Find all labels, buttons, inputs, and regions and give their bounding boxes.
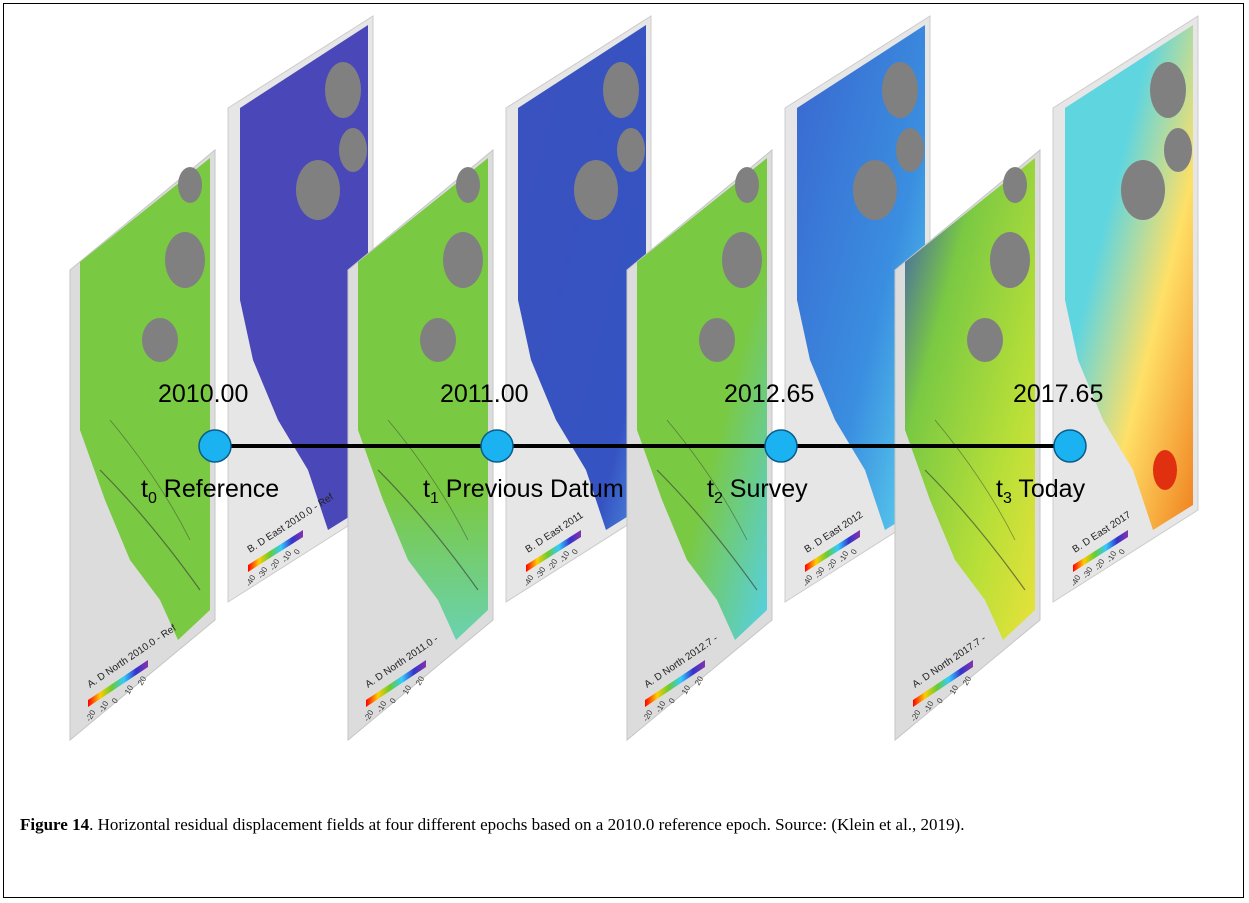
epoch-circle <box>764 429 798 463</box>
epoch-label: t3 Today <box>996 475 1086 507</box>
north-colorbar-tick: 0 <box>935 696 945 705</box>
north-colorbar-tick: 0 <box>388 696 398 705</box>
epoch-node-3: 2017.65 t3 Today <box>996 380 1103 507</box>
caption-label: Figure 14 <box>20 815 90 834</box>
north-colorbar-tick: 0 <box>110 696 120 705</box>
east-map-panel: B. D East 2017-40-30-20-100 <box>1052 15 1199 603</box>
east-colorbar-tick: 0 <box>292 547 302 556</box>
east-colorbar-tick: 0 <box>570 547 580 556</box>
east-colorbar-tick: 0 <box>1117 547 1127 556</box>
east-map-panel: B. D East 2012-40-30-20-100 <box>784 15 931 603</box>
epoch-node-2: 2012.65 t2 Survey <box>707 380 814 507</box>
epoch-node-1: 2011.00 t1 Previous Datum <box>423 380 624 507</box>
epoch-node-0: 2010.00 t0 Reference <box>141 380 279 507</box>
caption-text: . Horizontal residual displacement field… <box>89 815 965 834</box>
epoch-circle <box>480 429 514 463</box>
epoch-value: 2012.65 <box>724 380 814 408</box>
epoch-value: 2017.65 <box>1013 380 1103 408</box>
epoch-circle <box>198 429 232 463</box>
epoch-label: t2 Survey <box>707 475 808 507</box>
epoch-label: t1 Previous Datum <box>423 475 624 507</box>
east-colorbar-tick: 0 <box>849 547 859 556</box>
east-map-panel: B. D East 2010.0 - Ref-40-30-20-100 <box>227 15 374 603</box>
epoch-label: t0 Reference <box>141 475 279 507</box>
epoch-circle <box>1053 429 1087 463</box>
epoch-value: 2010.00 <box>158 380 248 408</box>
north-colorbar-tick: 0 <box>667 696 677 705</box>
east-map-panel: B. D East 2011-40-30-20-100 <box>505 15 652 603</box>
epoch-value: 2011.00 <box>440 380 529 408</box>
figure-caption: Figure 14. Horizontal residual displacem… <box>20 812 1230 838</box>
hotspot <box>1153 450 1177 490</box>
